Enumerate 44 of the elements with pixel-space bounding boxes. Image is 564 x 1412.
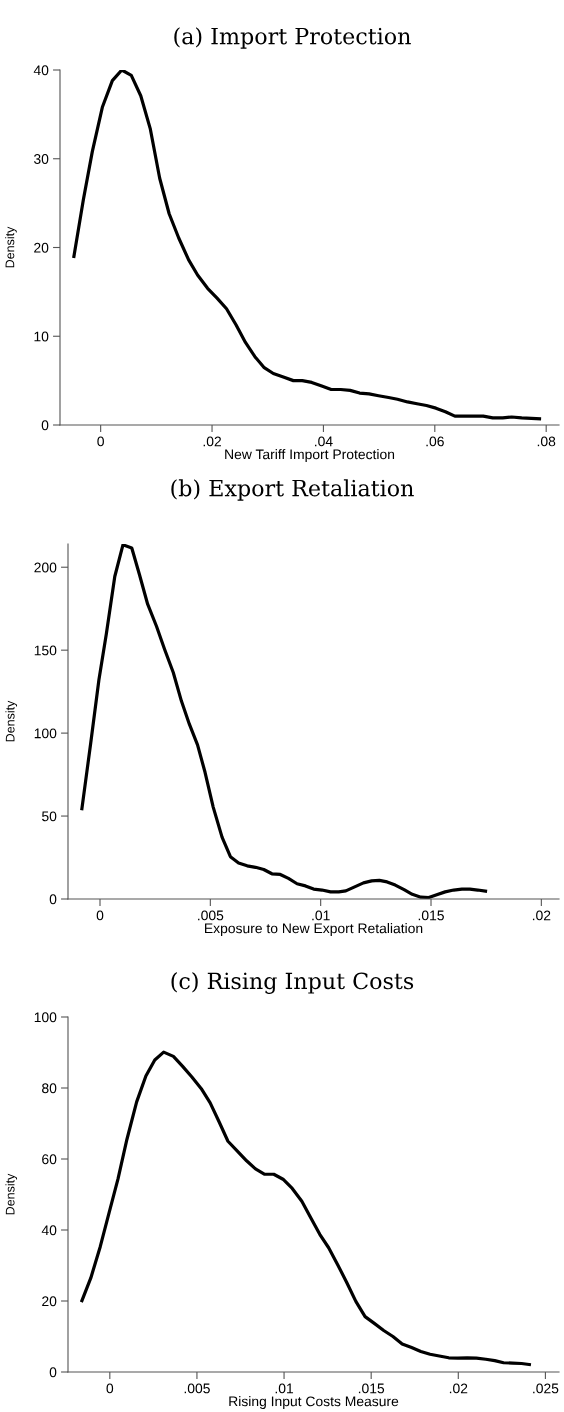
chart-title: (c) Rising Input Costs xyxy=(171,972,414,994)
x-tick-label: .025 xyxy=(533,1383,559,1394)
x-tick-label: 0 xyxy=(106,1383,114,1394)
x-tick-label: .015 xyxy=(418,910,444,921)
x-tick-label: .005 xyxy=(198,910,224,921)
x-axis-title: Exposure to New Export Retaliation xyxy=(205,923,423,937)
x-tick-label: .01 xyxy=(312,910,330,921)
line-series xyxy=(80,1050,531,1367)
y-tick-label: 40 xyxy=(33,65,49,76)
y-tick-label: 60 xyxy=(42,1154,57,1165)
y-tick-label: 100 xyxy=(34,1012,57,1023)
y-tick-label: 10 xyxy=(34,331,49,342)
x-tick-label: .005 xyxy=(184,1383,210,1394)
y-tick-label: 150 xyxy=(34,645,57,656)
y-tick-label: 30 xyxy=(33,154,49,164)
x-tick-label: .02 xyxy=(449,1383,468,1394)
y-tick-label: 0 xyxy=(41,420,49,431)
chart-title: (b) Export Retaliation xyxy=(171,479,414,501)
y-tick-label: 40 xyxy=(41,1225,57,1236)
y-tick-label: 0 xyxy=(49,894,57,905)
y-tick-label: 20 xyxy=(34,242,49,253)
x-tick-label: .02 xyxy=(203,436,221,447)
y-axis-title: Density xyxy=(5,226,17,268)
y-tick-label: 20 xyxy=(42,1296,57,1307)
y-tick-label: 80 xyxy=(42,1083,57,1094)
line-series xyxy=(72,70,542,421)
x-tick-label: .01 xyxy=(275,1383,294,1394)
x-tick-label: .04 xyxy=(315,436,333,447)
chart-title: (a) Import Protection xyxy=(174,27,411,49)
x-axis-title: Rising Input Costs Measure xyxy=(229,1396,399,1410)
y-axis-title: Density xyxy=(5,1173,18,1215)
x-tick-label: .06 xyxy=(426,436,444,447)
y-axis-title: Density xyxy=(5,700,18,742)
x-tick-label: .015 xyxy=(358,1383,385,1394)
x-axis-title: New Tariff Import Protection xyxy=(225,449,395,463)
y-tick-label: 200 xyxy=(34,562,57,573)
x-tick-label: .08 xyxy=(537,436,556,447)
y-tick-label: 100 xyxy=(34,728,57,739)
y-tick-label: 0 xyxy=(49,1367,57,1378)
x-tick-label: 0 xyxy=(97,436,104,447)
y-tick-label: 50 xyxy=(42,811,57,822)
x-tick-label: .02 xyxy=(532,910,551,921)
x-tick-label: 0 xyxy=(96,910,104,921)
line-series xyxy=(80,544,488,899)
